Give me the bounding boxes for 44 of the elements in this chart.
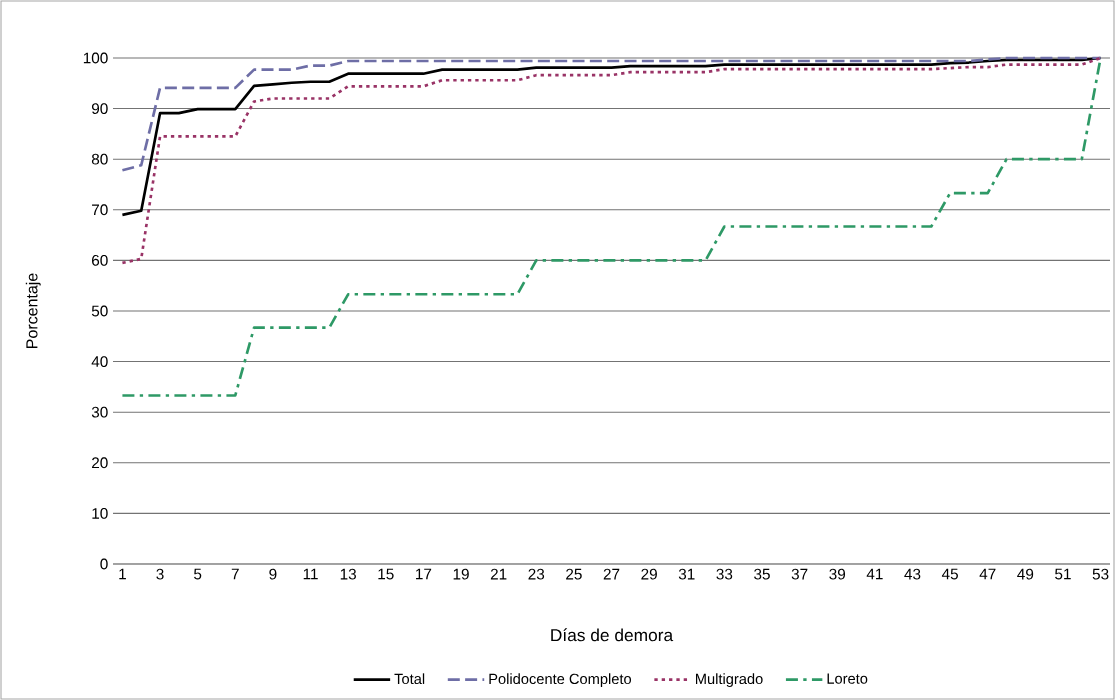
x-tick-label: 31 bbox=[678, 568, 695, 580]
x-tick-label: 9 bbox=[269, 568, 277, 580]
x-tick-label: 53 bbox=[1092, 568, 1109, 580]
x-tick-label: 11 bbox=[303, 568, 318, 580]
y-tick-label: 50 bbox=[91, 305, 108, 317]
x-tick-label: 21 bbox=[490, 568, 507, 580]
x-tick-label: 47 bbox=[979, 568, 996, 580]
y-tick-label: 80 bbox=[91, 153, 108, 165]
y-tick-label: 20 bbox=[92, 457, 108, 469]
x-tick-label: 29 bbox=[641, 568, 657, 580]
legend-label: Polidocente Completo bbox=[489, 673, 632, 687]
x-tick-label: 49 bbox=[1017, 568, 1034, 580]
y-tick-label: 60 bbox=[92, 254, 108, 266]
x-axis-title: Días de demora bbox=[551, 628, 674, 642]
x-tick-label: 51 bbox=[1055, 568, 1071, 580]
legend-label: Total bbox=[394, 673, 425, 685]
x-tick-label: 19 bbox=[453, 568, 469, 580]
y-tick-label: 10 bbox=[92, 507, 108, 519]
x-tick-label: 25 bbox=[566, 568, 582, 580]
y-tick-label: 70 bbox=[92, 204, 108, 216]
x-tick-label: 39 bbox=[829, 568, 846, 580]
x-tick-label: 7 bbox=[231, 568, 239, 580]
x-tick-label: 13 bbox=[340, 568, 356, 580]
y-tick-label: 100 bbox=[83, 52, 108, 64]
x-tick-label: 41 bbox=[866, 568, 883, 580]
x-tick-label: 43 bbox=[904, 568, 921, 580]
x-tick-label: 15 bbox=[378, 568, 394, 580]
x-tick-label: 33 bbox=[716, 568, 733, 580]
x-tick-label: 23 bbox=[528, 568, 545, 580]
x-tick-label: 1 bbox=[119, 568, 126, 580]
y-tick-label: 40 bbox=[91, 356, 108, 368]
x-tick-label: 45 bbox=[941, 568, 958, 580]
legend-label: Multigrado bbox=[696, 673, 763, 687]
y-tick-label: 90 bbox=[91, 103, 108, 115]
x-tick-label: 35 bbox=[754, 568, 770, 580]
x-tick-label: 3 bbox=[156, 568, 164, 580]
x-tick-label: 37 bbox=[791, 568, 808, 580]
y-tick-label: 0 bbox=[100, 558, 108, 570]
x-tick-label: 5 bbox=[194, 568, 202, 580]
y-axis-title: Porcentaje bbox=[25, 273, 41, 348]
legend-label: Loreto bbox=[827, 673, 868, 684]
x-tick-label: 27 bbox=[603, 568, 620, 580]
y-tick-label: 30 bbox=[91, 406, 108, 418]
x-tick-label: 17 bbox=[416, 568, 432, 580]
